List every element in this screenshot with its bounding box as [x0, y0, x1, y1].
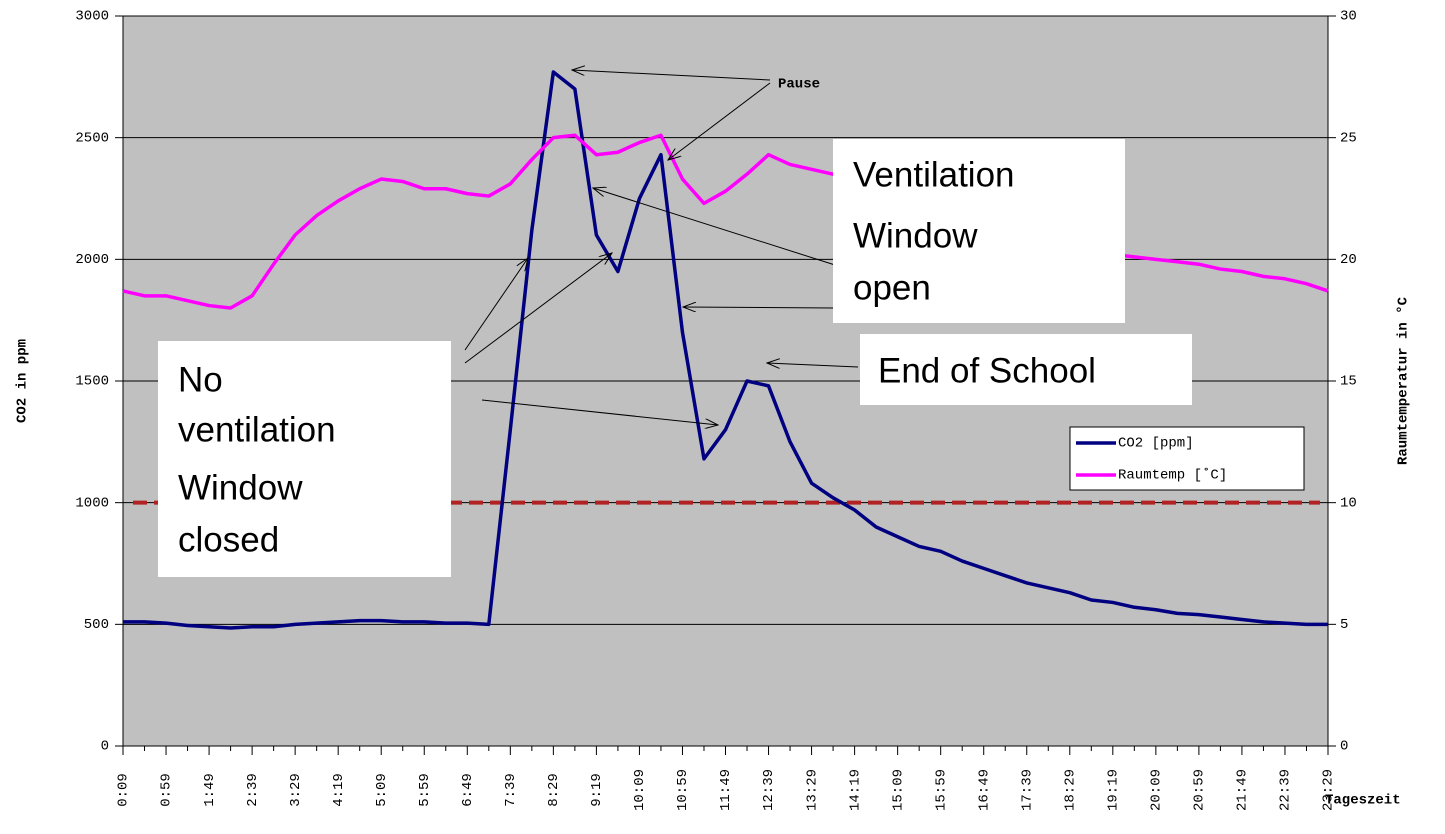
x-tick-label: 16:49	[976, 769, 992, 811]
arrow	[767, 363, 859, 367]
x-tick-label: 13:29	[804, 769, 820, 811]
x-tick-label: 20:09	[1149, 769, 1165, 811]
x-tick-label: 12:39	[761, 769, 777, 811]
annotation: No	[178, 360, 223, 399]
legend-label: Raumtemp [˚C]	[1118, 468, 1227, 484]
annotation: ventilation	[178, 410, 336, 449]
x-tick-label: 1:49	[202, 773, 218, 807]
x-tick-label: 0:59	[159, 773, 175, 807]
y2-tick-label: 30	[1340, 9, 1357, 25]
annotation-box	[833, 139, 1125, 323]
x-tick-label: 6:49	[460, 773, 476, 807]
x-tick-label: 8:29	[546, 773, 562, 807]
annotation: closed	[178, 520, 279, 559]
x-tick-label: 15:59	[933, 769, 949, 811]
x-tick-label: 22:39	[1278, 769, 1294, 811]
arrow	[683, 307, 834, 308]
x-tick-label: 0:09	[116, 773, 132, 807]
y2-tick-label: 20	[1340, 252, 1357, 268]
arrow	[464, 253, 612, 364]
x-tick-label: 19:19	[1106, 769, 1122, 811]
x-tick-label: 21:49	[1235, 769, 1251, 811]
legend-box	[1069, 426, 1305, 491]
y-tick-label: 1500	[75, 374, 109, 390]
x-tick-label: 14:19	[847, 769, 863, 811]
arrows	[464, 70, 859, 425]
annotation: End of School	[878, 351, 1096, 390]
arrow	[668, 82, 771, 160]
y-tick-label: 1000	[75, 495, 109, 511]
arrow	[481, 399, 718, 425]
x-tick-label: 15:09	[890, 769, 906, 811]
x-tick-label: 10:59	[675, 769, 691, 811]
annotation-box	[158, 341, 451, 577]
legend-label: CO2 [ppm]	[1118, 436, 1194, 452]
x-tick-label: 5:59	[417, 773, 433, 807]
x-tick-label: 17:39	[1019, 769, 1035, 811]
arrow	[593, 188, 836, 266]
arrow	[572, 70, 771, 81]
y-axis-label: CO2 in ppm	[15, 339, 31, 423]
x-tick-label: 23:29	[1321, 769, 1337, 811]
y2-tick-label: 10	[1340, 495, 1357, 511]
y-tick-label: 0	[101, 739, 109, 755]
annotation: Window	[178, 468, 303, 507]
annotation: open	[853, 268, 931, 307]
y-tick-label: 2000	[75, 252, 109, 268]
x-tick-label: 7:39	[503, 773, 519, 807]
x-tick-label: 10:09	[632, 769, 648, 811]
x-axis-label: Tageszeit	[1325, 793, 1401, 809]
x-tick-label: 9:19	[589, 773, 605, 807]
y-tick-label: 500	[84, 617, 109, 633]
x-tick-label: 18:29	[1062, 769, 1078, 811]
y2-tick-label: 0	[1340, 739, 1348, 755]
annotation-box	[860, 334, 1192, 405]
x-tick-label: 3:29	[288, 773, 304, 807]
y2-tick-label: 15	[1340, 374, 1357, 390]
y2-tick-label: 5	[1340, 617, 1348, 633]
x-tick-label: 20:59	[1192, 769, 1208, 811]
annotation: Pause	[778, 77, 820, 93]
x-tick-label: 11:49	[718, 769, 734, 811]
x-tick-label: 4:19	[331, 773, 347, 807]
y2-axis-label: Raumtemperatur in °C	[1396, 296, 1412, 465]
arrow	[464, 258, 528, 351]
annotation: Window	[853, 216, 978, 255]
y-tick-label: 3000	[75, 9, 109, 25]
annotation: Ventilation	[853, 155, 1015, 194]
y2-tick-label: 25	[1340, 130, 1357, 146]
x-tick-label: 2:39	[245, 773, 261, 807]
series-line	[122, 133, 1329, 310]
x-tick-label: 5:09	[374, 773, 390, 807]
y-tick-label: 2500	[75, 130, 109, 146]
series-line	[123, 70, 1328, 630]
